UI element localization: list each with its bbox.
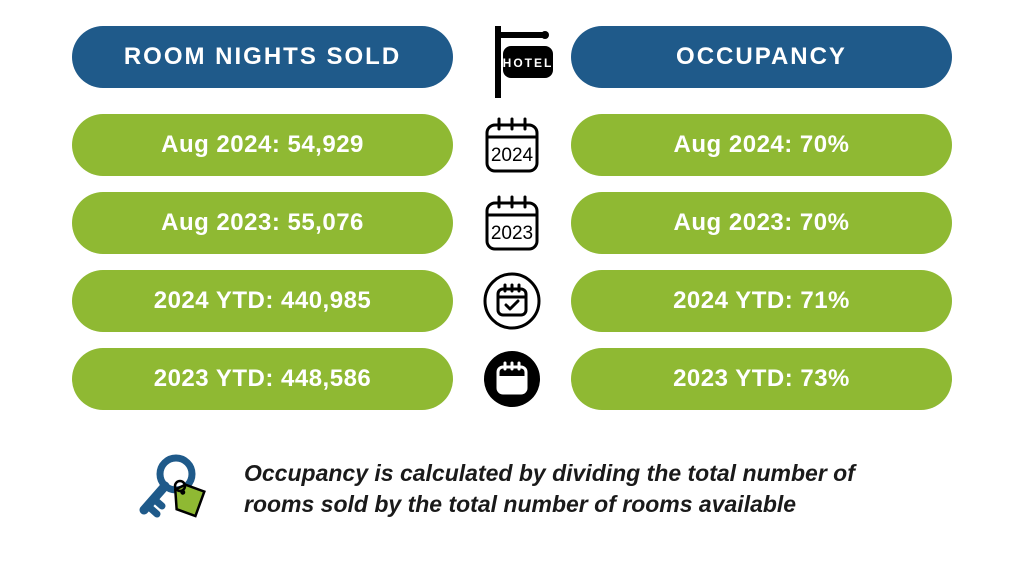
calendar-2023-icon: 2023: [483, 193, 541, 253]
calendar-2023-cell: 2023: [453, 192, 571, 254]
calendar-filled-circle-icon: [482, 349, 542, 409]
occupancy-row-1: Aug 2023: 70%: [571, 192, 952, 254]
hotel-sign-cell: HOTEL: [453, 26, 571, 98]
occupancy-row-3: 2023 YTD: 73%: [571, 348, 952, 410]
room-nights-row-3: 2023 YTD: 448,586: [72, 348, 453, 410]
hotel-sign-icon: HOTEL: [467, 26, 557, 98]
footnote-row: Occupancy is calculated by dividing the …: [72, 446, 952, 532]
calendar-2024-cell: 2024: [453, 114, 571, 176]
room-nights-row-2: 2024 YTD: 440,985: [72, 270, 453, 332]
room-nights-header: ROOM NIGHTS SOLD: [72, 26, 453, 88]
metrics-grid: ROOM NIGHTS SOLD HOTEL OCCUPANCY Aug 202…: [72, 26, 952, 410]
hotel-sign-text: HOTEL: [503, 56, 554, 70]
footnote-text: Occupancy is calculated by dividing the …: [244, 458, 924, 520]
occupancy-row-0: Aug 2024: 70%: [571, 114, 952, 176]
calendar-check-circle-icon: [482, 271, 542, 331]
occupancy-row-2: 2024 YTD: 71%: [571, 270, 952, 332]
key-tag-icon: [132, 446, 218, 532]
room-nights-row-0: Aug 2024: 54,929: [72, 114, 453, 176]
calendar-2024-icon: 2024: [483, 115, 541, 175]
calendar-check-cell: [453, 270, 571, 332]
calendar-2024-text: 2024: [491, 145, 534, 166]
room-nights-row-1: Aug 2023: 55,076: [72, 192, 453, 254]
occupancy-header: OCCUPANCY: [571, 26, 952, 88]
calendar-filled-cell: [453, 348, 571, 410]
calendar-2023-text: 2023: [491, 223, 533, 244]
